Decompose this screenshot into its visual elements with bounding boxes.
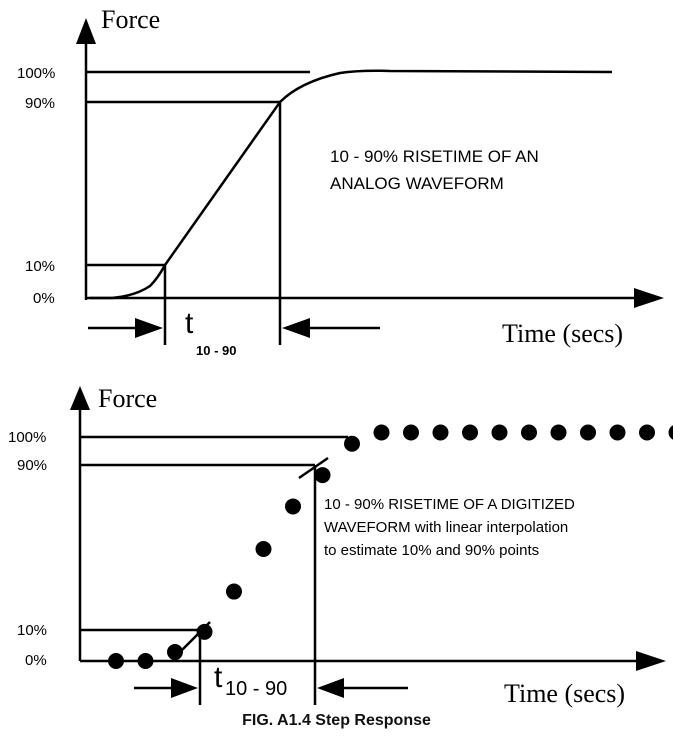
digital-sample-point	[137, 653, 154, 669]
digital-sample-point	[639, 424, 655, 441]
digital-sample-point	[550, 424, 567, 441]
digital-sample-point	[580, 424, 596, 441]
digital-sample-point	[403, 424, 419, 441]
digital-annotation-line3: to estimate 10% and 90% points	[324, 542, 539, 559]
digital-sample-point	[285, 498, 301, 515]
analog-x-axis-label: Time (secs)	[502, 319, 623, 348]
analog-annotation-line2: ANALOG WAVEFORM	[330, 174, 504, 193]
analog-tick-100: 100%	[17, 65, 55, 82]
digital-x-axis-label: Time (secs)	[504, 679, 625, 708]
digital-y-axis-label: Force	[98, 384, 157, 413]
analog-waveform	[90, 69, 613, 300]
analog-x-axis-arrow	[634, 288, 664, 308]
analog-left-arrow-head	[135, 318, 163, 338]
digital-annotation-line2: WAVEFORM with linear interpolation	[324, 519, 568, 536]
digital-tick-10: 10%	[17, 622, 47, 639]
analog-right-arrow-head	[282, 318, 310, 338]
digital-sample-point	[491, 424, 508, 441]
digital-sample-point	[462, 424, 478, 441]
digital-x-axis-arrow	[636, 651, 666, 671]
digital-sample-point	[196, 623, 213, 640]
digital-y-axis-arrow	[70, 386, 90, 410]
digital-interp-high	[298, 456, 329, 480]
digital-left-arrow-head	[171, 678, 198, 698]
digital-sample-point	[432, 424, 449, 441]
digital-sample-point	[344, 435, 360, 452]
digital-t-symbol: t	[214, 661, 223, 694]
digital-sample-point	[314, 467, 331, 484]
digital-sample-point	[108, 653, 124, 669]
analog-tick-0: 0%	[33, 290, 55, 307]
digital-sample-point	[609, 424, 626, 441]
digital-sample-point	[668, 425, 673, 440]
digital-tick-100: 100%	[8, 429, 46, 446]
digital-t-subscript: 10 - 90	[225, 678, 287, 700]
digital-annotation-line1: 10 - 90% RISETIME OF A DIGITIZED	[324, 496, 575, 513]
analog-t-subscript: 10 - 90	[196, 343, 236, 358]
digital-sample-point	[167, 644, 183, 661]
digital-sample-point	[373, 424, 390, 441]
digital-sample-point	[226, 583, 242, 600]
analog-y-axis-label: Force	[101, 5, 160, 34]
figure-caption: FIG. A1.4 Step Response	[242, 712, 431, 729]
digital-tick-0: 0%	[25, 652, 47, 669]
digital-sample-point	[521, 424, 537, 441]
digital-right-arrow-head	[317, 678, 344, 698]
analog-annotation-line1: 10 - 90% RISETIME OF AN	[330, 147, 539, 166]
analog-panel	[76, 18, 664, 345]
digital-tick-90: 90%	[17, 457, 47, 474]
digital-sample-point	[255, 541, 272, 557]
analog-tick-10: 10%	[25, 258, 55, 275]
digital-panel	[70, 386, 666, 705]
analog-y-axis-arrow	[76, 18, 96, 44]
digital-sample-points	[108, 424, 673, 669]
analog-t-symbol: t	[185, 307, 194, 340]
analog-tick-90: 90%	[25, 95, 55, 112]
